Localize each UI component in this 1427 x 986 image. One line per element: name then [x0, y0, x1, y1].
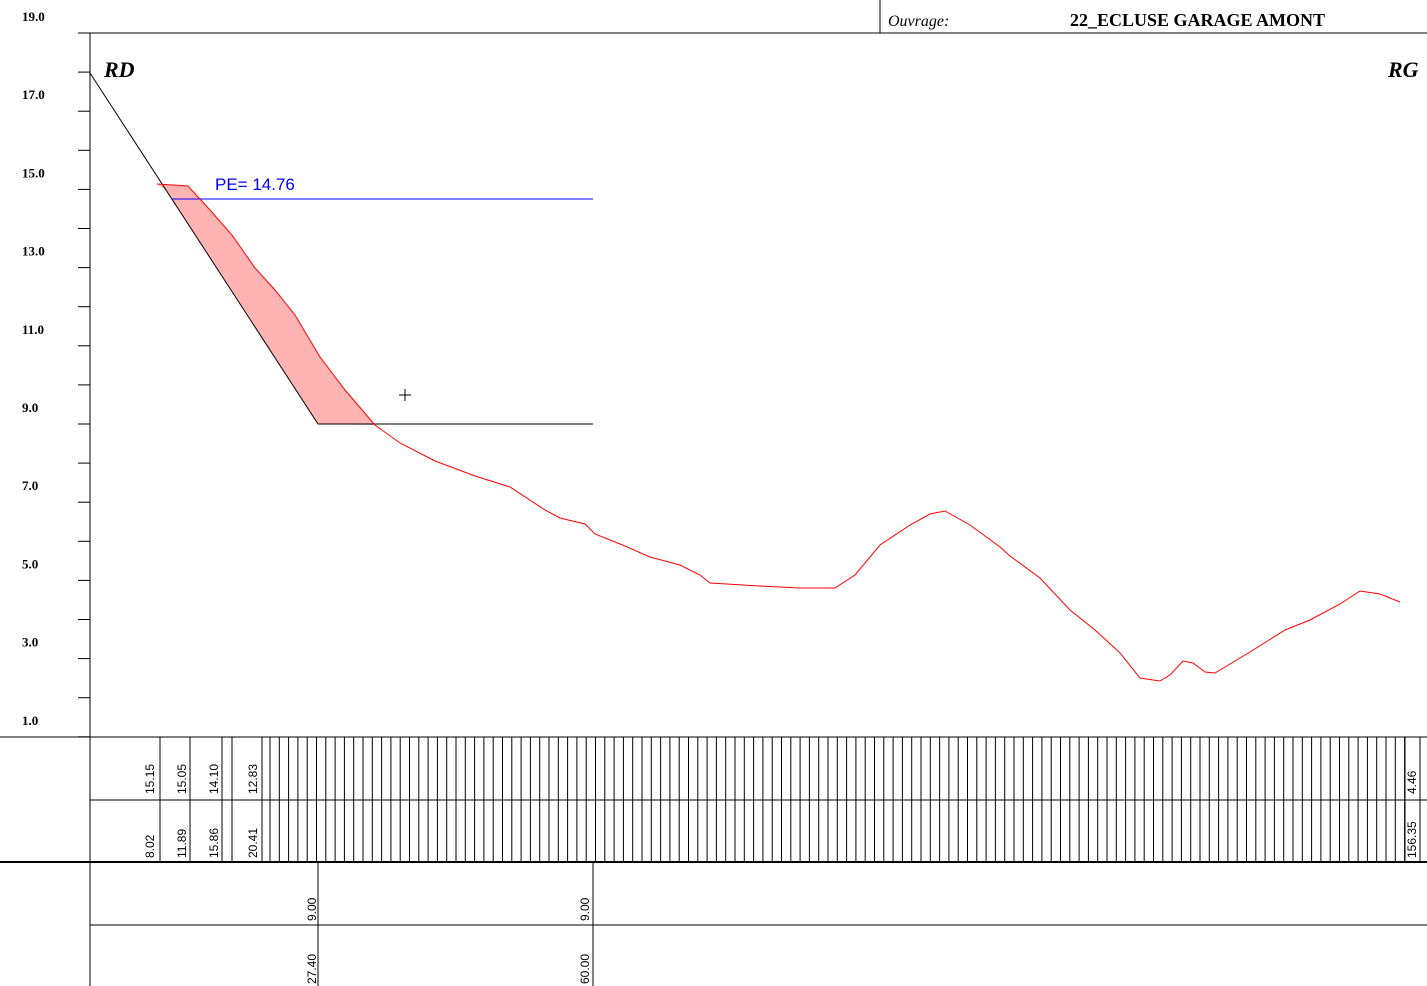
axis-label: 3.0 — [22, 635, 38, 650]
axis-label: 19.0 — [22, 9, 45, 24]
row2-cell: 8.02 — [143, 834, 157, 858]
cut-area — [157, 184, 375, 425]
axis-label: 11.0 — [22, 322, 44, 337]
axis-label: 9.0 — [22, 400, 38, 415]
row2-cell: 20.41 — [246, 828, 260, 858]
row3-cell: 9.00 — [305, 897, 319, 921]
row4-cell: 27.40 — [305, 954, 319, 984]
row3-cell: 9.00 — [578, 897, 592, 921]
row1-cell: 14.10 — [207, 764, 221, 794]
row1-cell: 12.83 — [246, 764, 260, 794]
row1-cell: 4.46 — [1405, 770, 1419, 794]
axis-label: 17.0 — [22, 87, 45, 102]
side-left: RD — [103, 57, 135, 82]
cursor — [399, 389, 411, 401]
axis-label: 15.0 — [22, 165, 45, 180]
row2-cell: 11.89 — [175, 829, 189, 858]
header-label: Ouvrage: — [888, 13, 949, 30]
water-level-label: PE= 14.76 — [215, 175, 295, 194]
side-right: RG — [1387, 57, 1419, 82]
axis-label: 13.0 — [22, 244, 45, 259]
row2-cell: 15.86 — [207, 828, 221, 858]
row1-cell: 15.05 — [175, 764, 189, 794]
axis-label: 5.0 — [22, 556, 38, 571]
terrain-profile — [156, 183, 1401, 682]
axis-label: 1.0 — [22, 713, 38, 728]
header-value: 22_ECLUSE GARAGE AMONT — [1070, 10, 1325, 30]
row4-cell: 60.00 — [578, 954, 592, 984]
row1-cell: 15.15 — [143, 764, 157, 794]
row2-cell: 156.35 — [1405, 821, 1419, 858]
design-profile — [89, 72, 593, 425]
axis-label: 7.0 — [22, 478, 38, 493]
